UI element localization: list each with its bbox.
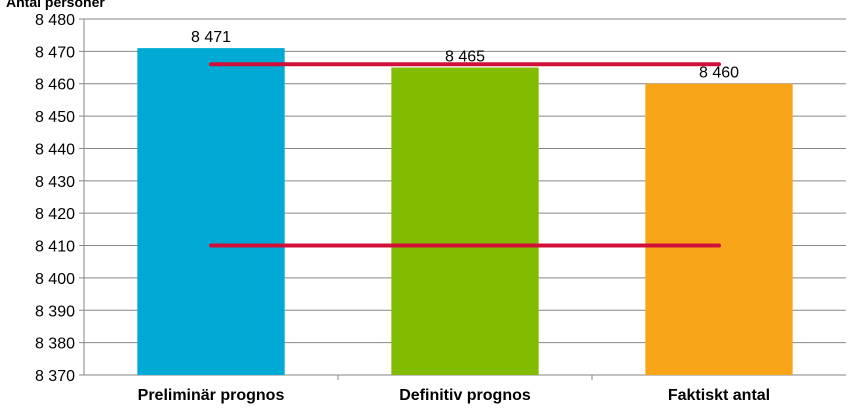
y-axis-title: Antal personer xyxy=(6,0,105,10)
x-tick-label: Definitiv prognos xyxy=(399,387,531,404)
data-label: 8 465 xyxy=(445,49,485,66)
y-tick-label: 8 410 xyxy=(35,239,75,256)
y-tick-label: 8 420 xyxy=(35,206,75,223)
y-tick-label: 8 370 xyxy=(35,368,75,385)
y-tick-label: 8 470 xyxy=(35,44,75,61)
bar xyxy=(391,67,539,375)
y-tick-label: 8 400 xyxy=(35,271,75,288)
data-label: 8 460 xyxy=(699,65,739,82)
x-tick-label: Preliminär prognos xyxy=(138,387,285,404)
y-tick-label: 8 440 xyxy=(35,141,75,158)
y-tick-label: 8 380 xyxy=(35,336,75,353)
data-label: 8 471 xyxy=(191,29,231,46)
bar xyxy=(645,83,793,376)
y-tick-label: 8 430 xyxy=(35,174,75,191)
y-tick-label: 8 480 xyxy=(35,12,75,29)
y-tick-label: 8 450 xyxy=(35,109,75,126)
x-tick-label: Faktiskt antal xyxy=(668,387,770,404)
bar xyxy=(137,48,285,376)
y-tick-label: 8 390 xyxy=(35,303,75,320)
y-tick-label: 8 460 xyxy=(35,77,75,94)
